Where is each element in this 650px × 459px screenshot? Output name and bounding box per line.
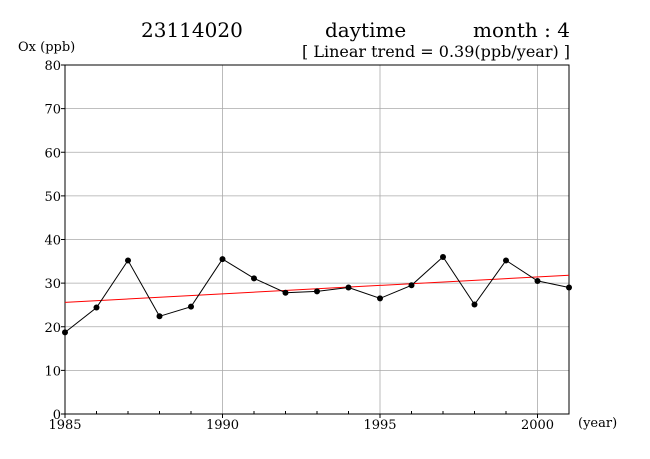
y-tick-label: 50 — [44, 190, 61, 205]
y-tick-label: 40 — [44, 234, 61, 249]
data-point — [219, 256, 226, 263]
x-tick-label: 1985 — [48, 418, 81, 433]
x-tick-label: 1990 — [206, 418, 239, 433]
y-axis-label: Ox (ppb) — [18, 40, 76, 55]
data-point — [408, 282, 415, 289]
data-point — [251, 275, 257, 282]
plot-frame — [64, 64, 570, 415]
y-tick-label: 80 — [44, 59, 61, 74]
data-point — [566, 284, 572, 291]
data-point — [93, 304, 100, 311]
x-tick-label: 2000 — [521, 418, 554, 433]
y-tick-label: 70 — [44, 103, 61, 118]
y-tick-label: 60 — [44, 146, 61, 161]
trend-annotation: [ Linear trend = 0.39(ppb/year) ] — [302, 42, 571, 61]
y-tick-label: 30 — [44, 277, 61, 292]
station-id: 23114020 — [141, 18, 243, 42]
data-point — [314, 288, 320, 295]
data-point — [440, 253, 446, 260]
series-line — [64, 256, 570, 333]
data-point — [156, 313, 163, 320]
data-point — [188, 303, 194, 310]
data-point — [62, 329, 68, 336]
data-point — [471, 301, 478, 308]
data-point — [282, 289, 289, 296]
data-point — [534, 277, 541, 284]
y-tick-label: 10 — [44, 364, 61, 379]
month-label: month : 4 — [473, 18, 570, 42]
y-tick-label: 0 — [53, 408, 61, 423]
data-point — [377, 295, 383, 302]
y-tick-label: 20 — [44, 321, 61, 336]
x-axis-label: (year) — [578, 416, 618, 431]
x-tick-label: 1995 — [363, 418, 396, 433]
data-point — [503, 257, 509, 264]
data-point — [345, 284, 352, 291]
period-label: daytime — [325, 18, 407, 42]
data-point — [125, 257, 131, 264]
